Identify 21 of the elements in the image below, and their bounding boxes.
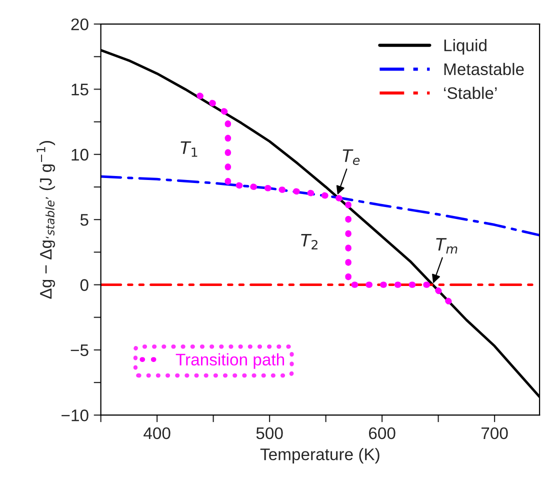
y-tick-label: 20 [71, 18, 88, 30]
x-axis-title: Temperature (K) [260, 448, 380, 464]
y-axis-title: Δg − Δg$_{‘stable’}$ (J g$^{−1}$) [36, 141, 56, 299]
annotation: T$_{1}$ [180, 141, 198, 157]
y-tick-label: 5 [80, 214, 88, 226]
y-tick-label: 15 [72, 84, 88, 96]
y-tick-label: 10 [72, 148, 88, 161]
legend-label: Metastable [444, 62, 524, 76]
y-tick-label: −5 [70, 344, 88, 356]
annotation: T$_{2}$ [301, 234, 318, 250]
legend-label: Liquid [444, 39, 486, 55]
y-tick-label: 0 [80, 279, 88, 291]
x-tick-label: 500 [256, 427, 283, 440]
annotation: T$_{e}$ [342, 149, 360, 165]
legend-label: ‘Stable’ [444, 86, 497, 100]
x-tick-label: 400 [144, 427, 170, 440]
legend-label: Transition path [176, 353, 284, 369]
x-tick-label: 600 [369, 427, 396, 440]
y-tick-label: −10 [62, 410, 88, 422]
x-tick-label: 700 [482, 427, 508, 440]
annotation: T$_{m}$ [436, 238, 458, 254]
